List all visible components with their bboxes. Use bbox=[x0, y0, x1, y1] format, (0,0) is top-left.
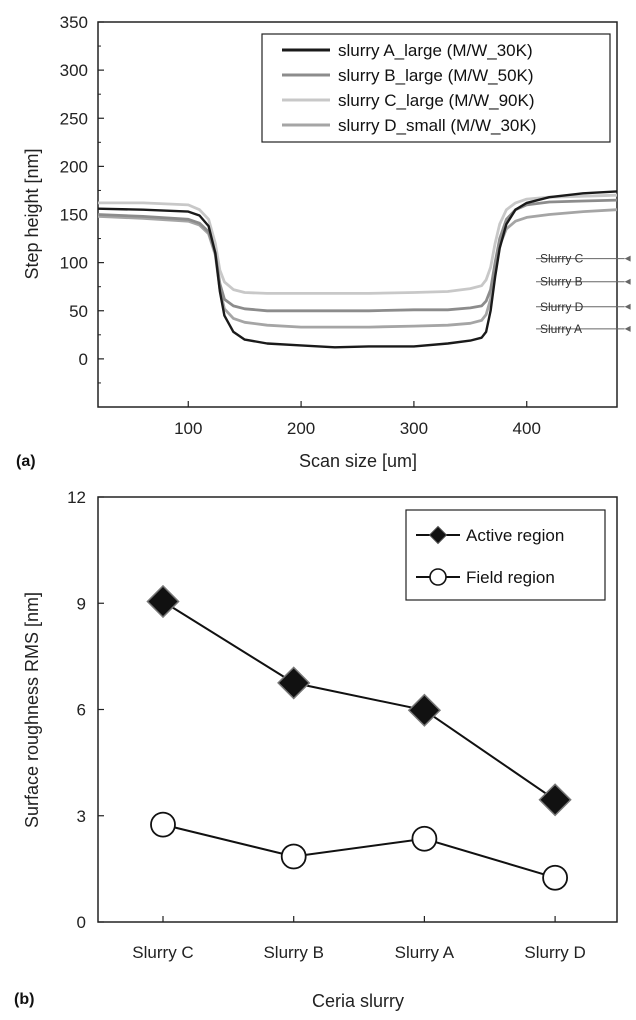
y-tick-label: 250 bbox=[60, 109, 88, 128]
legend-swatch-field-region-marker bbox=[429, 568, 447, 586]
series-line-slurry-a bbox=[97, 190, 618, 349]
y-tick-label: 0 bbox=[79, 350, 88, 369]
panel-a-annotations: Slurry C Slurry B Slurry D Slurry A bbox=[536, 252, 631, 336]
y-tick-label: 300 bbox=[60, 61, 88, 80]
annotation-arrowhead bbox=[624, 278, 631, 285]
panel-a-y-ticks: 0 50 100 150 200 250 300 350 bbox=[60, 13, 104, 384]
panel-a-label: (a) bbox=[16, 453, 36, 470]
panel-a-x-axis-title: Scan size [um] bbox=[299, 451, 417, 471]
x-tick-label: 100 bbox=[174, 419, 202, 438]
y-tick-label: 6 bbox=[77, 701, 86, 720]
y-tick-label: 150 bbox=[60, 206, 88, 225]
x-tick-label: 400 bbox=[513, 419, 541, 438]
annotation-arrowhead bbox=[624, 255, 631, 262]
legend-label-slurry-c: slurry C_large (M/W_90K) bbox=[338, 91, 535, 110]
panel-b-y-ticks: 0 3 6 9 12 bbox=[67, 488, 104, 932]
annotation-arrowhead bbox=[624, 303, 631, 310]
panel-a-y-axis-title: Step height [nm] bbox=[22, 148, 42, 279]
x-tick-label: 200 bbox=[287, 419, 315, 438]
panel-b-legend: Active region Field region bbox=[405, 509, 606, 601]
y-tick-label: 350 bbox=[60, 13, 88, 32]
legend-swatch-active-region-marker bbox=[428, 525, 448, 545]
y-tick-label: 100 bbox=[60, 254, 88, 273]
series-line-field-region bbox=[162, 823, 556, 879]
y-tick-label: 0 bbox=[77, 913, 86, 932]
y-tick-label: 12 bbox=[67, 488, 86, 507]
annotation-label: Slurry D bbox=[540, 300, 584, 314]
y-tick-label: 200 bbox=[60, 157, 88, 176]
panel-a: 0 50 100 150 200 250 300 350 100 200 300 400 Slurr… bbox=[16, 13, 631, 471]
panel-b-series bbox=[146, 584, 572, 891]
y-tick-label: 50 bbox=[69, 302, 88, 321]
series-line-slurry-c bbox=[98, 193, 618, 295]
x-tick-label: Slurry B bbox=[263, 943, 323, 962]
legend-label-slurry-a: slurry A_large (M/W_30K) bbox=[338, 41, 533, 60]
panel-a-legend: slurry A_large (M/W_30K) slurry B_large … bbox=[261, 33, 611, 143]
panel-b-x-ticks: Slurry C Slurry B Slurry A Slurry D bbox=[132, 916, 586, 962]
annotation-label: Slurry C bbox=[540, 252, 584, 266]
annotation-label: Slurry B bbox=[540, 275, 583, 289]
x-tick-label: Slurry D bbox=[524, 943, 585, 962]
legend-label-field-region: Field region bbox=[466, 568, 555, 587]
x-tick-label: Slurry C bbox=[132, 943, 193, 962]
active-region-point bbox=[538, 783, 572, 817]
panel-b-x-axis-title: Ceria slurry bbox=[312, 991, 404, 1011]
series-line-active-region bbox=[162, 600, 556, 801]
y-tick-label: 3 bbox=[77, 807, 86, 826]
panel-a-x-ticks: 100 200 300 400 bbox=[174, 401, 541, 438]
legend-label-active-region: Active region bbox=[466, 526, 564, 545]
field-region-point bbox=[542, 864, 568, 891]
panel-a-series-lines bbox=[97, 190, 618, 349]
legend-label-slurry-b: slurry B_large (M/W_50K) bbox=[338, 66, 534, 85]
y-tick-label: 9 bbox=[77, 594, 86, 613]
x-tick-label: 300 bbox=[400, 419, 428, 438]
x-tick-label: Slurry A bbox=[395, 943, 455, 962]
annotation-arrowhead bbox=[624, 325, 631, 332]
panel-b-y-axis-title: Surface roughness RMS [nm] bbox=[22, 592, 42, 828]
annotation-label: Slurry A bbox=[540, 322, 582, 336]
field-region-point bbox=[411, 825, 438, 852]
legend-label-slurry-d: slurry D_small (M/W_30K) bbox=[338, 116, 536, 135]
field-region-point bbox=[150, 811, 176, 838]
field-region-point bbox=[280, 843, 307, 870]
active-region-point bbox=[277, 666, 311, 700]
active-region-point bbox=[407, 693, 442, 727]
panel-b-label: (b) bbox=[14, 991, 34, 1008]
active-region-point bbox=[146, 584, 180, 619]
